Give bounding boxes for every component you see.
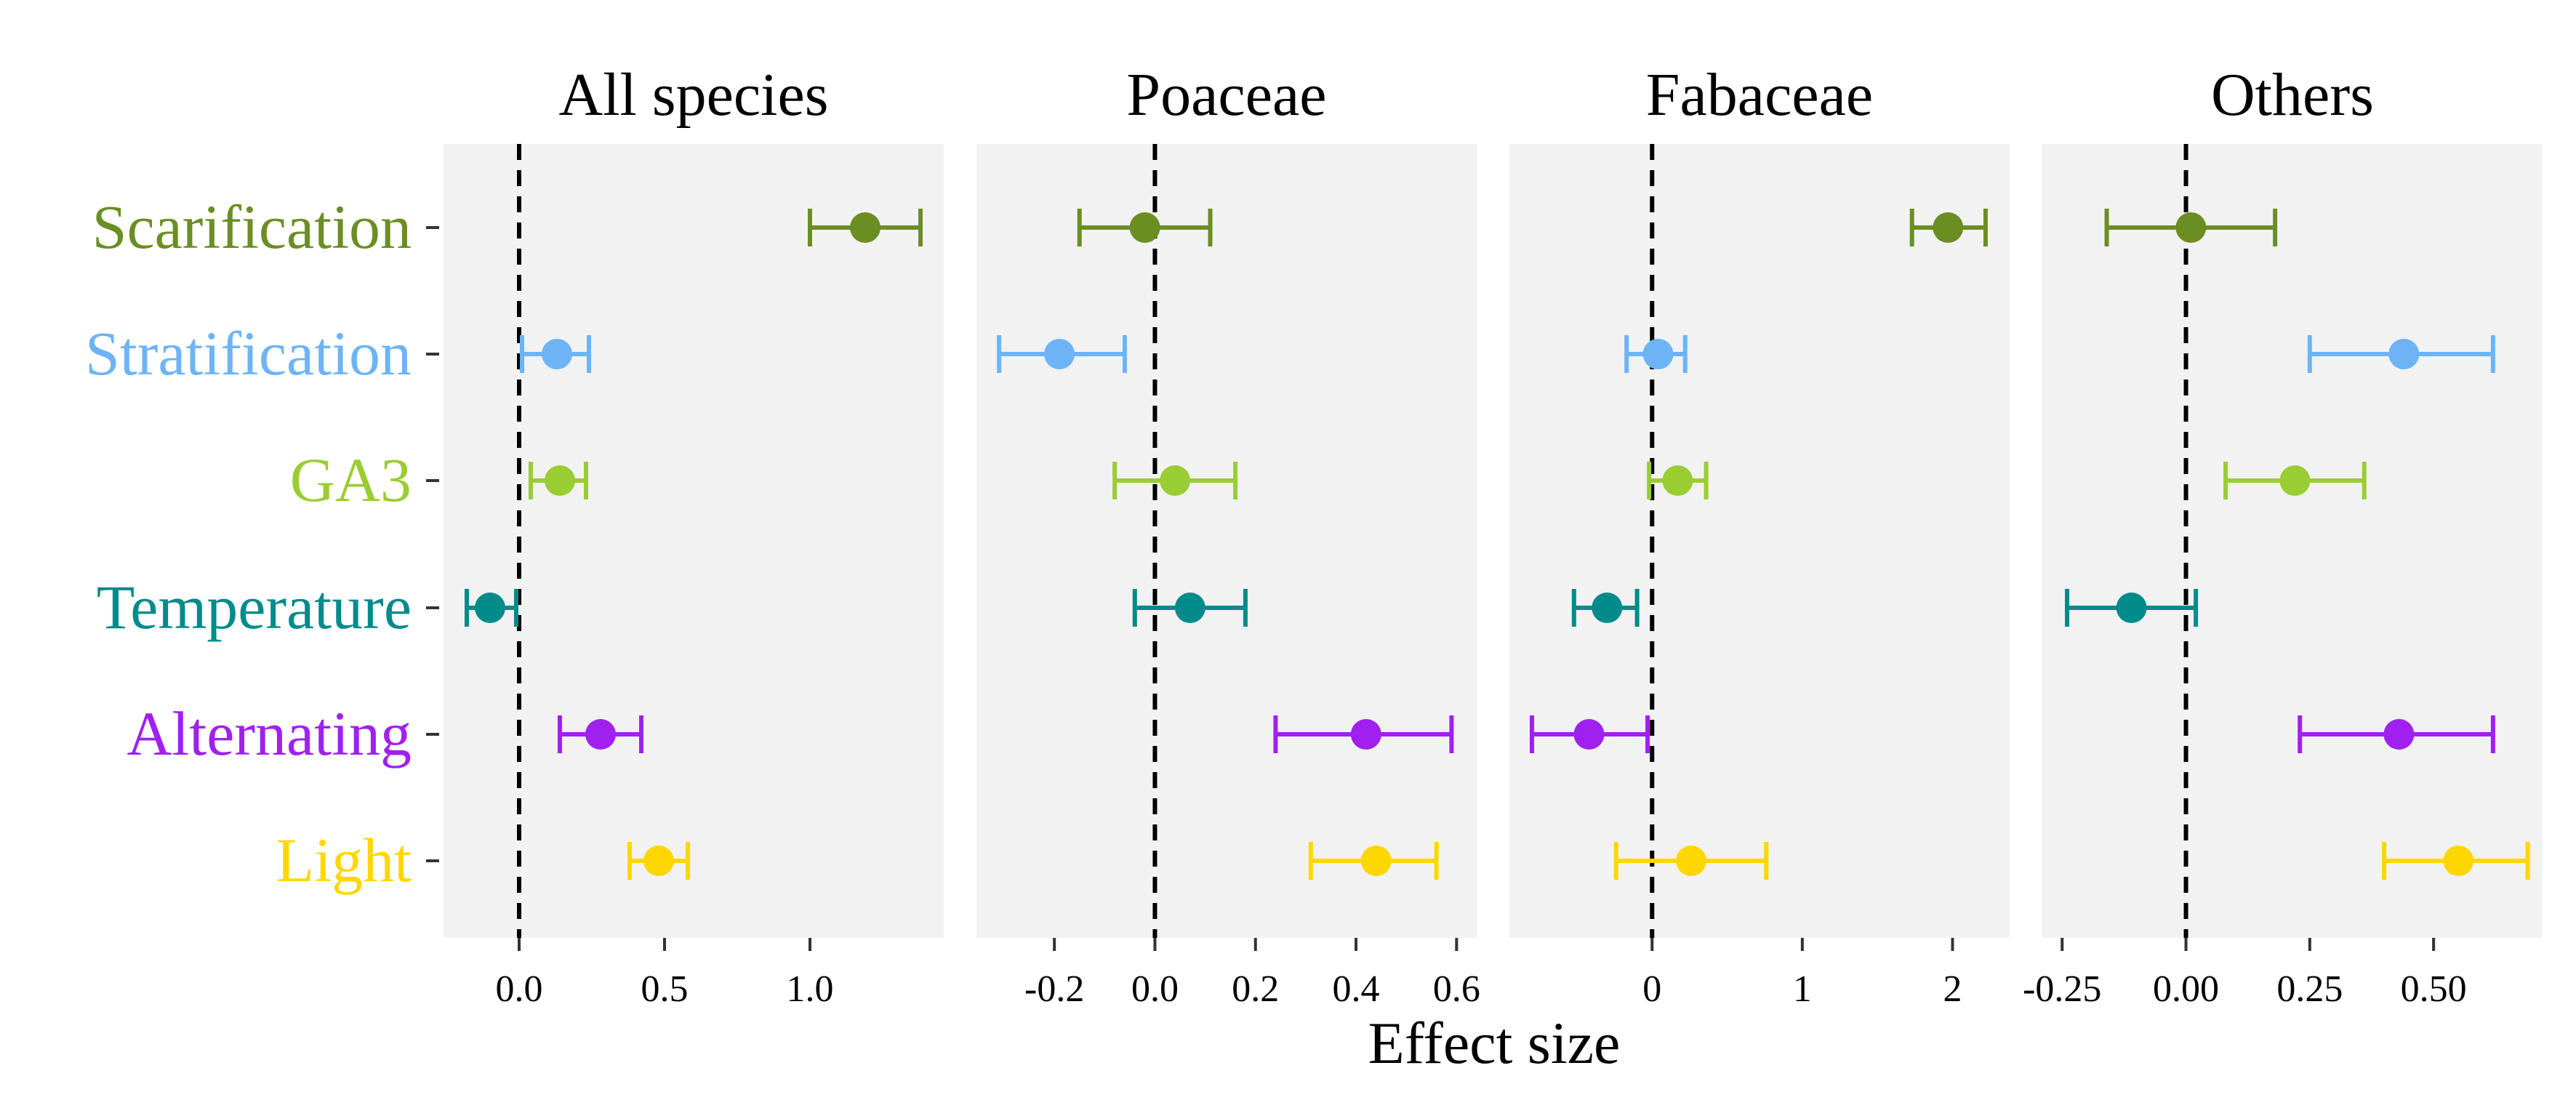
- panel-title: All species: [559, 61, 829, 129]
- estimate-alternating: [1529, 715, 1650, 753]
- estimate-point: [2116, 593, 2147, 623]
- x-tick-label: 0.0: [1131, 968, 1179, 1010]
- estimate-stratification: [1624, 335, 1688, 373]
- panel-background: [1509, 144, 2010, 938]
- x-tick-label: 0.0: [496, 968, 543, 1010]
- estimate-alternating: [558, 715, 643, 753]
- estimate-point: [2383, 719, 2415, 750]
- panel-fabaceae: Fabaceae 0 1 2: [1509, 61, 2010, 1010]
- x-tick-label: 0: [1642, 968, 1661, 1010]
- estimate-point: [1662, 465, 1693, 496]
- estimate-temperature: [465, 589, 518, 627]
- estimate-point: [643, 846, 674, 876]
- x-tick-label: 0.25: [2276, 968, 2343, 1010]
- panel-poaceae: Poaceae -0.2 0.0 0.2 0.4 0.6: [976, 61, 1480, 1010]
- estimate-stratification: [520, 335, 591, 373]
- panel-others: Others -0.25 0.00 0.25 0.50: [2023, 61, 2543, 1010]
- x-tick-label: 1: [1793, 968, 1812, 1010]
- panel-title: Others: [2211, 61, 2374, 129]
- panel-title: Poaceae: [1126, 61, 1326, 129]
- estimate-point: [542, 339, 572, 369]
- estimate-point: [2443, 846, 2474, 876]
- estimate-light: [2382, 842, 2530, 880]
- x-tick-label: 0.00: [2153, 968, 2219, 1010]
- y-axis-labels: Scarification Stratification GA3 Temperatur…: [85, 192, 439, 895]
- estimate-point: [1044, 339, 1075, 369]
- y-label-stratification: Stratification: [85, 318, 412, 388]
- estimate-stratification: [2307, 335, 2495, 373]
- x-tick-label: 0.50: [2401, 968, 2467, 1010]
- estimate-point: [1573, 719, 1605, 750]
- estimate-ga3: [1647, 462, 1709, 499]
- panel-title: Fabaceae: [1646, 61, 1873, 129]
- estimate-temperature: [2065, 589, 2199, 627]
- panel-all-species: All species 0.0 0.5 1.0: [444, 61, 944, 1010]
- estimate-point: [1592, 593, 1623, 623]
- estimate-point: [585, 719, 616, 750]
- facet-panels: All species 0.0 0.5 1.0 Poaceae -0.2 0.0 0.2 0.4…: [444, 61, 2543, 1010]
- estimate-point: [1360, 846, 1392, 876]
- y-label-alternating: Alternating: [127, 699, 412, 768]
- estimate-temperature: [1571, 589, 1640, 627]
- x-tick-label: 0.5: [641, 968, 689, 1010]
- x-tick-label: -0.2: [1024, 968, 1084, 1010]
- estimate-scarification: [2104, 209, 2278, 246]
- estimate-point: [1642, 339, 1674, 369]
- y-label-scarification: Scarification: [92, 192, 412, 262]
- x-tick-label: -0.25: [2023, 968, 2101, 1010]
- panel-background: [444, 144, 944, 938]
- estimate-alternating: [2298, 715, 2495, 753]
- x-tick-label: 0.2: [1232, 968, 1279, 1010]
- estimate-temperature: [1132, 589, 1248, 627]
- estimate-point: [1675, 846, 1706, 876]
- y-label-light: Light: [276, 825, 412, 895]
- estimate-point: [850, 212, 880, 243]
- estimate-point: [1350, 719, 1381, 750]
- estimate-scarification: [1909, 209, 1988, 246]
- x-tick-label: 1.0: [787, 968, 834, 1010]
- estimate-light: [1613, 842, 1769, 880]
- y-label-ga3: GA3: [290, 445, 412, 515]
- estimate-light: [627, 842, 690, 880]
- estimate-point: [2175, 212, 2207, 243]
- estimate-point: [545, 465, 575, 496]
- estimate-scarification: [808, 209, 923, 246]
- estimate-point: [475, 593, 505, 623]
- estimate-point: [1129, 212, 1160, 243]
- estimate-point: [2279, 465, 2311, 496]
- y-label-temperature: Temperature: [97, 572, 412, 642]
- estimate-scarification: [1077, 209, 1213, 246]
- panel-background: [2042, 144, 2543, 938]
- panel-background: [976, 144, 1477, 938]
- estimate-ga3: [529, 462, 588, 499]
- x-tick-label: 0.6: [1433, 968, 1480, 1010]
- estimate-alternating: [1273, 715, 1454, 753]
- estimate-point: [1174, 593, 1205, 623]
- x-tick-label: 0.4: [1333, 968, 1380, 1010]
- estimate-light: [1308, 842, 1439, 880]
- estimate-point: [1160, 465, 1191, 496]
- x-tick-label: 2: [1943, 968, 1962, 1010]
- estimate-ga3: [2223, 462, 2367, 499]
- x-axis-title: Effect size: [1368, 1010, 1621, 1076]
- estimate-point: [2388, 339, 2420, 369]
- estimate-ga3: [1112, 462, 1238, 499]
- estimate-point: [1933, 212, 1964, 243]
- estimate-stratification: [997, 335, 1127, 373]
